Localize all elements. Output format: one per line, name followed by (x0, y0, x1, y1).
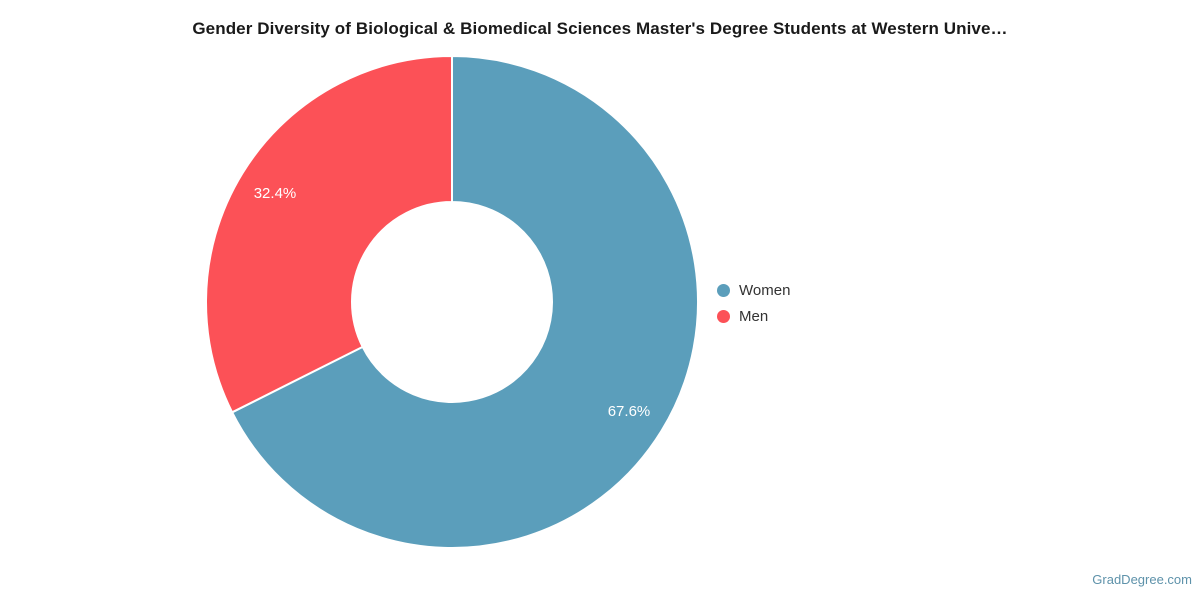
chart-title: Gender Diversity of Biological & Biomedi… (192, 19, 1008, 38)
watermark-link[interactable]: GradDegree.com (1092, 572, 1192, 587)
slice-label-women: 67.6% (608, 403, 651, 420)
pie-slice-men[interactable] (205, 55, 453, 414)
legend: Women Men (717, 277, 790, 329)
legend-item-women[interactable]: Women (717, 277, 790, 303)
slice-label-men: 32.4% (254, 185, 297, 202)
legend-label-men: Men (739, 307, 769, 325)
pie-slice-women[interactable] (231, 55, 699, 549)
legend-marker-men (717, 309, 730, 323)
legend-label-women: Women (739, 281, 791, 299)
legend-item-men[interactable]: Men (717, 303, 790, 329)
legend-marker-women (717, 283, 730, 297)
